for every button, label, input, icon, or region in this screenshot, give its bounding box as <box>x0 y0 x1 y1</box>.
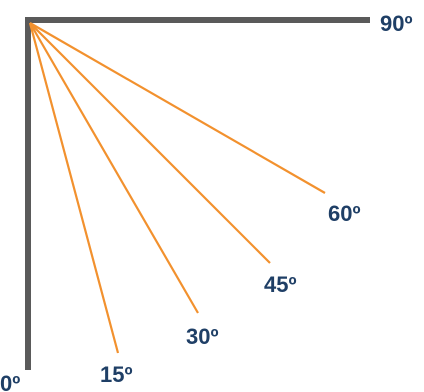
ray-45-degrees <box>29 22 271 264</box>
label-60-degrees: 60º <box>328 201 361 226</box>
label-45-degrees: 45º <box>264 272 297 297</box>
ray-15-degrees <box>28 22 120 354</box>
label-90-degrees: 90º <box>380 11 413 36</box>
label-0-degrees: 0º <box>0 371 20 392</box>
label-15-degrees: 15º <box>100 362 133 387</box>
ray-30-degrees <box>29 22 199 314</box>
label-30-degrees: 30º <box>186 324 219 349</box>
ray-60-degrees <box>29 22 326 194</box>
